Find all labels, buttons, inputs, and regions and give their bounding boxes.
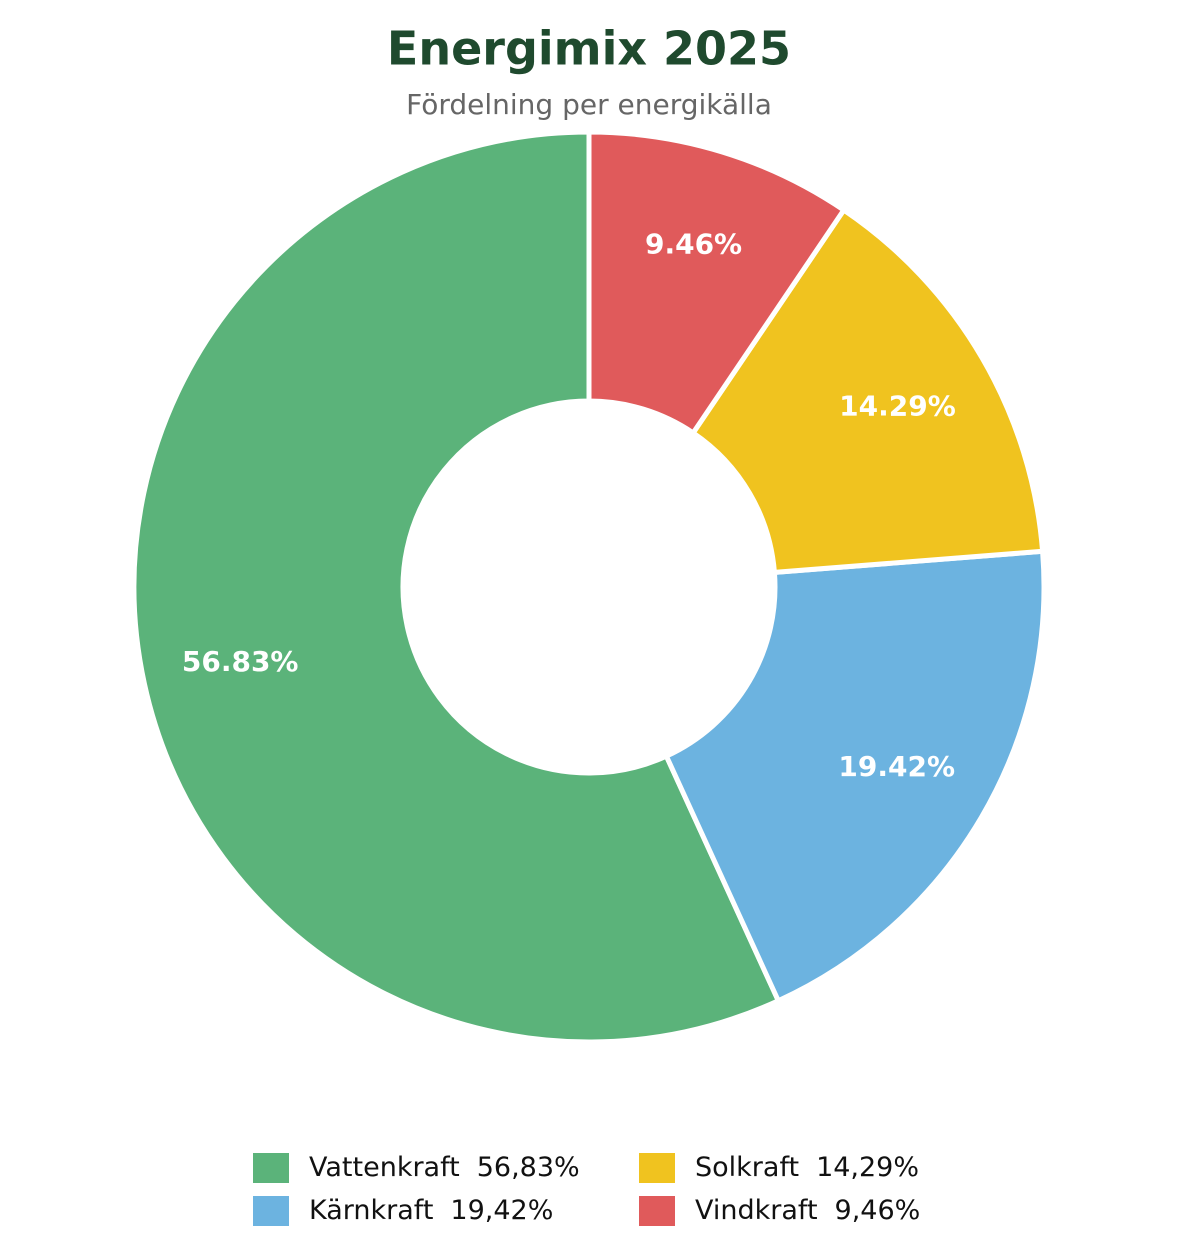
chart-subtitle: Fördelning per energikälla: [406, 88, 772, 121]
value-label: 14.29%: [839, 389, 956, 422]
legend-entry: Solkraft 14,29%: [695, 1152, 919, 1183]
legend-name: Solkraft: [695, 1152, 799, 1183]
legend-entry: Vattenkraft 56,83%: [309, 1152, 580, 1183]
legend: Vattenkraft 56,83% Kärnkraft 19,42% Solkraft…: [253, 1152, 920, 1226]
legend-swatch: [253, 1153, 289, 1183]
wedge: [586, 129, 848, 437]
legend-name: Vindkraft: [695, 1195, 818, 1226]
legend-value: 56,83%: [477, 1152, 580, 1183]
donut: 56.83% 19.42% 14.29% 9.46%: [131, 129, 1047, 1045]
legend-name: Kärnkraft: [309, 1195, 433, 1226]
legend-value: 9,46%: [835, 1195, 921, 1226]
wedge: [663, 548, 1047, 1005]
legend-name: Vattenkraft: [309, 1152, 460, 1183]
legend-value: 19,42%: [450, 1195, 553, 1226]
legend-swatch: [639, 1196, 675, 1226]
wedge: [689, 206, 1046, 576]
value-label: 56.83%: [182, 645, 299, 678]
legend-value: 14,29%: [816, 1152, 919, 1183]
legend-entry: Kärnkraft 19,42%: [309, 1195, 553, 1226]
value-label: 9.46%: [645, 228, 742, 261]
chart-title: Energimix 2025: [387, 22, 791, 76]
value-label: 19.42%: [838, 750, 955, 783]
legend-entry: Vindkraft 9,46%: [695, 1195, 920, 1226]
legend-swatch: [639, 1153, 675, 1183]
wedge: [131, 129, 782, 1045]
legend-swatch: [253, 1196, 289, 1226]
